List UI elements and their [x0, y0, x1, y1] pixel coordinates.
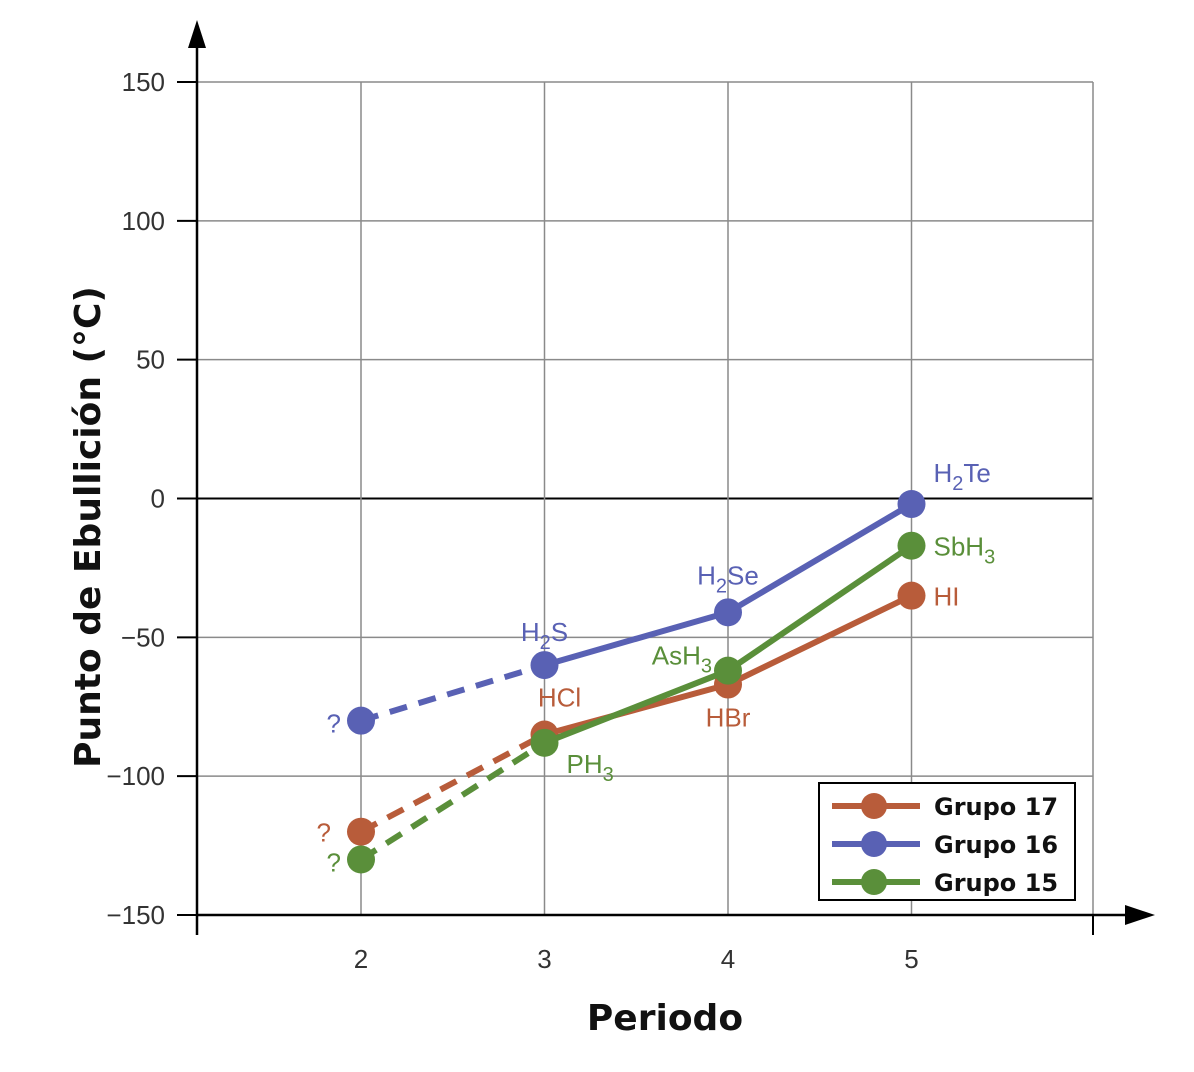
series-segment [726, 501, 914, 615]
data-point [897, 581, 926, 610]
point-label: ? [317, 818, 331, 848]
series-segment [543, 609, 729, 668]
series-segment [543, 667, 730, 746]
point-label: ? [327, 709, 341, 739]
y-tick-label: −100 [106, 761, 165, 791]
legend-swatch-marker [861, 869, 887, 895]
legend-label: Grupo 17 [934, 793, 1058, 821]
point-label: HI [934, 582, 960, 612]
data-series [347, 490, 926, 874]
y-tick-label: −150 [106, 900, 165, 930]
legend-swatch-marker [861, 831, 887, 857]
legend-label: Grupo 16 [934, 831, 1058, 859]
data-point [714, 656, 742, 685]
y-tick-label: 150 [122, 67, 165, 97]
series-grupo-15 [347, 531, 926, 874]
x-tick-label: 3 [537, 944, 551, 974]
data-point [714, 598, 742, 627]
y-tick-label: −50 [121, 622, 165, 652]
point-label: H2S [521, 617, 568, 654]
point-label: PH3 [567, 749, 614, 786]
point-label: AsH3 [652, 641, 712, 678]
legend-label: Grupo 15 [934, 869, 1058, 897]
data-point [530, 728, 559, 757]
data-point [347, 706, 375, 735]
x-tick-label: 5 [904, 944, 918, 974]
data-point [897, 531, 926, 560]
point-label: SbH3 [934, 532, 996, 569]
x-tick-label: 4 [721, 944, 735, 974]
legend: Grupo 17 Grupo 16 Grupo 15 [818, 782, 1076, 901]
tick-labels: 150 100 50 0 −50 −100 −150 2 3 4 5 [106, 67, 918, 974]
series-segment [726, 592, 913, 688]
point-label: HCl [538, 683, 581, 713]
series-grupo-16 [347, 490, 926, 735]
axes [177, 20, 1155, 935]
y-axis-title: Punto de Ebullición (°C) [68, 286, 109, 768]
point-label: H2Te [934, 458, 991, 495]
point-label: ? [327, 847, 341, 877]
series-segment-dashed [360, 662, 546, 724]
y-tick-label: 50 [136, 345, 165, 375]
x-tick-label: 2 [354, 944, 368, 974]
point-label: H2Se [697, 560, 759, 597]
series-segment-dashed [359, 731, 546, 835]
series-segment [726, 543, 914, 674]
data-point [347, 817, 375, 846]
data-point [897, 490, 926, 519]
legend-swatch-marker [861, 793, 887, 819]
x-axis-title: Periodo [587, 998, 743, 1039]
point-labels: ? HCl HBr HI? H2S H2Se H2Te? PH3 AsH3 SbH3 [317, 458, 996, 877]
data-point [530, 651, 559, 680]
x-axis-arrow [1125, 905, 1155, 925]
point-label: HBr [706, 703, 751, 733]
y-tick-label: 0 [151, 484, 165, 514]
series-segment-dashed [359, 740, 547, 862]
data-point [347, 845, 375, 874]
y-tick-label: 100 [122, 206, 165, 236]
y-axis-arrow [188, 20, 206, 48]
